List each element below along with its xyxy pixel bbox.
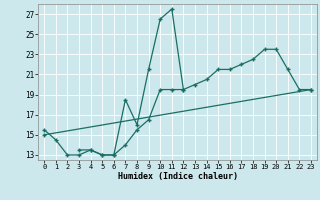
X-axis label: Humidex (Indice chaleur): Humidex (Indice chaleur) xyxy=(118,172,238,181)
